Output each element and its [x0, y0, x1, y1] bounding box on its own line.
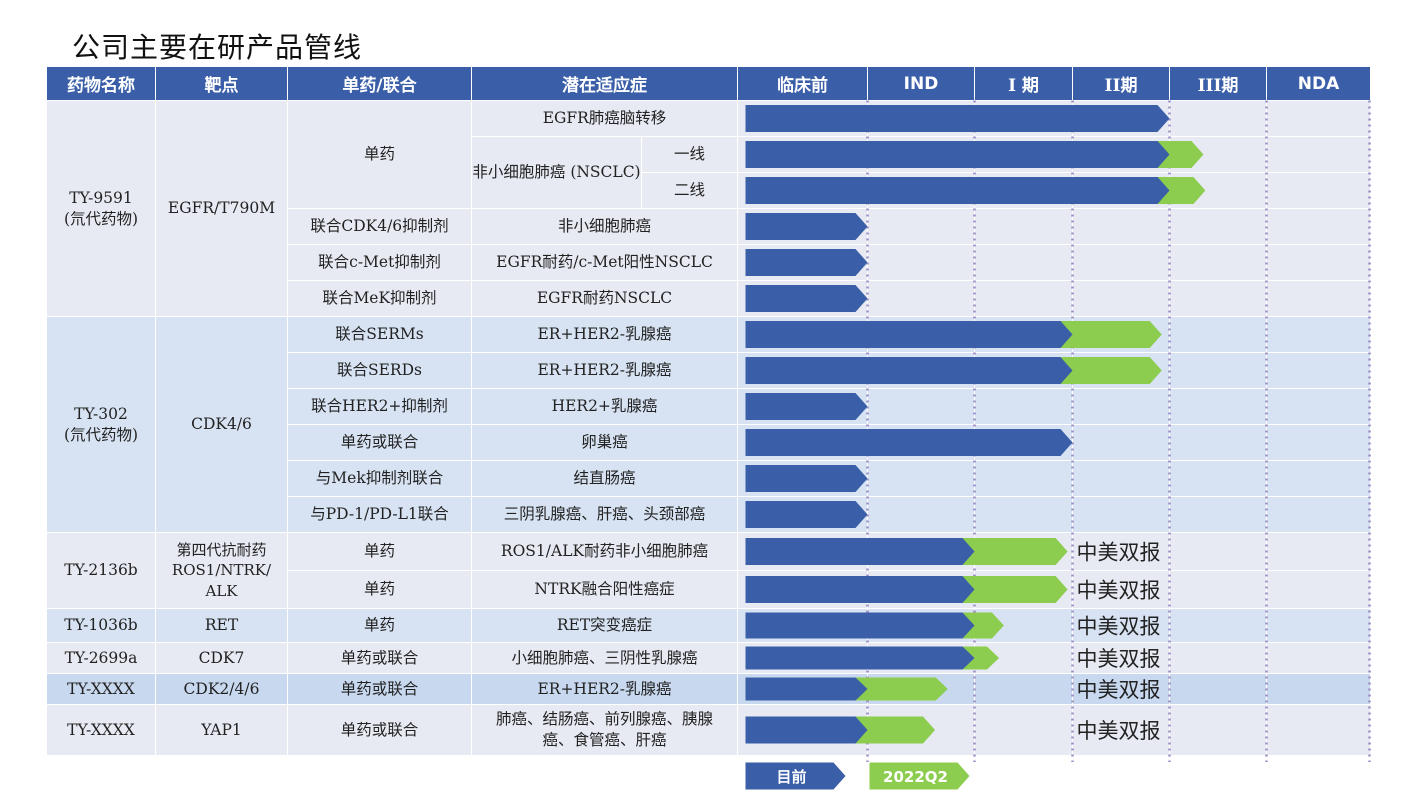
header-phase2: II期 [1072, 66, 1170, 101]
drug-cell: TY-2136b [46, 532, 156, 609]
legend-future-arrow [869, 762, 970, 790]
page-title: 公司主要在研产品管线 [72, 31, 363, 64]
target-cell: RET [155, 608, 288, 643]
indication-cell: ROS1/ALK耐药非小细胞肺癌 [471, 532, 738, 571]
header-indication: 潜在适应症 [471, 66, 738, 101]
indication-cell: ER+HER2-乳腺癌 [471, 352, 738, 389]
indication-cell: 非小细胞肺癌 [471, 208, 738, 245]
combo-cell: 联合MeK抑制剂 [287, 280, 472, 317]
combo-cell: 单药或联合 [287, 642, 472, 674]
combo-cell: 单药或联合 [287, 704, 472, 756]
indication-cell: 三阴乳腺癌、肝癌、头颈部癌 [471, 496, 738, 533]
drug-cell: TY-2699a [46, 642, 156, 674]
table-row: TY-9591 (氘代药物) EGFR/T790M 单药 EGFR肺癌脑转移 [46, 100, 1371, 317]
target-cell: 第四代抗耐药 ROS1/NTRK/ ALK [155, 532, 288, 609]
table-row: TY-XXXX CDK2/4/6 单药或联合 ER+HER2-乳腺癌 [46, 673, 1371, 705]
indication-cell: 结直肠癌 [471, 460, 738, 497]
drug-cell: TY-9591 (氘代药物) [46, 100, 156, 317]
indication-cell: EGFR耐药/c-Met阳性NSCLC [471, 244, 738, 281]
combo-cell: 单药 [287, 532, 472, 571]
header-nda: NDA [1266, 66, 1371, 101]
combo-cell: 单药 [287, 100, 472, 209]
combo-cell: 与PD-1/PD-L1联合 [287, 496, 472, 533]
indication-nsclc: 非小细胞肺癌 (NSCLC) [471, 136, 642, 209]
table-row: TY-302 (氘代药物) CDK4/6 联合SERMs ER+HER2-乳腺癌 [46, 316, 1371, 533]
indication-cell: 小细胞肺癌、三阴性乳腺癌 [471, 642, 738, 674]
combo-cell: 联合SERMs [287, 316, 472, 353]
combo-cell: 与Mek抑制剂联合 [287, 460, 472, 497]
combo-cell: 联合c-Met抑制剂 [287, 244, 472, 281]
combo-cell: 单药或联合 [287, 673, 472, 705]
drug-cell: TY-1036b [46, 608, 156, 643]
combo-cell: 联合CDK4/6抑制剂 [287, 208, 472, 245]
target-cell: EGFR/T790M [155, 100, 288, 317]
target-cell: CDK2/4/6 [155, 673, 288, 705]
drug-subtitle: (氘代药物) [63, 209, 139, 228]
drug-name: TY-9591 [69, 188, 133, 207]
legend-current-arrow [745, 762, 846, 790]
target-cell: CDK7 [155, 642, 288, 674]
drug-cell: TY-302 (氘代药物) [46, 316, 156, 533]
table-row: TY-1036b RET 单药 RET突变癌症 [46, 608, 1371, 643]
drug-cell: TY-XXXX [46, 673, 156, 705]
header-drug-name: 药物名称 [46, 66, 156, 101]
combo-cell: 单药或联合 [287, 424, 472, 461]
combo-cell: 单药 [287, 608, 472, 643]
legend-current-label: 目前 [776, 768, 806, 786]
indication-cell: EGFR肺癌脑转移 [471, 100, 738, 137]
indication-cell: RET突变癌症 [471, 608, 738, 643]
legend-future-label: 2022Q2 [883, 768, 948, 786]
indication-cell: ER+HER2-乳腺癌 [471, 673, 738, 705]
header-ind: IND [867, 66, 975, 101]
indication-cell: ER+HER2-乳腺癌 [471, 316, 738, 353]
drug-subtitle: (氘代药物) [63, 425, 139, 444]
header-phase3: III期 [1169, 66, 1267, 101]
combo-cell: 联合SERDs [287, 352, 472, 389]
combo-cell: 联合HER2+抑制剂 [287, 388, 472, 425]
indication-cell: NTRK融合阳性癌症 [471, 570, 738, 609]
pipeline-table: 药物名称 靶点 单药/联合 潜在适应症 临床前 IND I 期 II期 III期… [46, 66, 1371, 756]
indication-cell: EGFR耐药NSCLC [471, 280, 738, 317]
target-cell: CDK4/6 [155, 316, 288, 533]
table-row: 联合MeK抑制剂 EGFR耐药NSCLC [47, 280, 1371, 317]
drug-name: TY-302 [74, 404, 128, 423]
header-phase1: I 期 [974, 66, 1073, 101]
indication-cell: HER2+乳腺癌 [471, 388, 738, 425]
indication-cell: 卵巢癌 [471, 424, 738, 461]
header-target: 靶点 [155, 66, 288, 101]
table-row: TY-2136b 第四代抗耐药 ROS1/NTRK/ ALK 单药 ROS1/A… [46, 532, 1371, 609]
target-cell: YAP1 [155, 704, 288, 756]
line-cell: 二线 [641, 172, 738, 209]
table-row: TY-2699a CDK7 单药或联合 小细胞肺癌、三阴性乳腺癌 [46, 642, 1371, 674]
indication-cell: 肺癌、结肠癌、前列腺癌、胰腺癌、食管癌、肝癌 [471, 704, 738, 756]
header-preclinical: 临床前 [737, 66, 868, 101]
table-row: TY-XXXX YAP1 单药或联合 肺癌、结肠癌、前列腺癌、胰腺癌、食管癌、肝… [46, 704, 1371, 756]
table-row: 与PD-1/PD-L1联合 三阴乳腺癌、肝癌、头颈部癌 [47, 496, 1371, 533]
combo-cell: 单药 [287, 570, 472, 609]
header-combo: 单药/联合 [287, 66, 472, 101]
header-row: 药物名称 靶点 单药/联合 潜在适应症 临床前 IND I 期 II期 III期… [46, 66, 1371, 101]
line-cell: 一线 [641, 136, 738, 173]
drug-cell: TY-XXXX [46, 704, 156, 756]
